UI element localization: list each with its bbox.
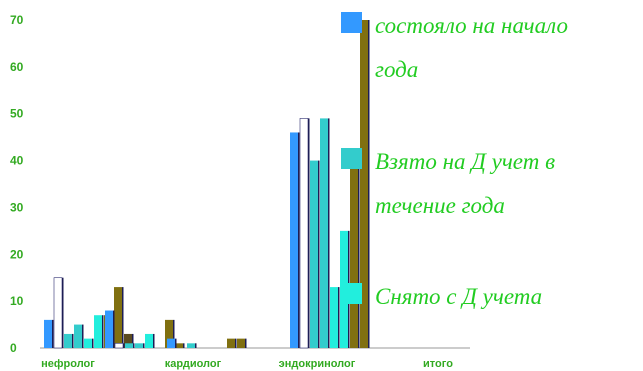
bar — [320, 118, 328, 349]
bar — [175, 343, 183, 348]
bar — [114, 343, 124, 349]
bar — [299, 118, 309, 349]
x-axis-labels: нефролог кардиолог эндокринолог итого — [41, 358, 453, 370]
bar — [125, 343, 133, 348]
x-category-label: итого — [423, 358, 453, 370]
bar — [290, 132, 298, 348]
bar-edge — [143, 343, 145, 348]
y-tick-label: 60 — [10, 60, 24, 74]
y-tick-label: 30 — [10, 200, 24, 214]
legend-swatch — [341, 12, 362, 33]
x-category-label: нефролог — [41, 358, 95, 370]
bar — [227, 338, 235, 348]
bar-edge — [328, 118, 330, 349]
legend-swatch — [341, 148, 362, 169]
bar-edge — [132, 333, 134, 348]
bar — [94, 315, 102, 348]
bar-edge — [123, 343, 125, 348]
bar-edge — [122, 287, 124, 348]
bar — [53, 277, 63, 349]
bar-edge — [338, 287, 340, 348]
y-tick-label: 70 — [10, 13, 24, 27]
bar-edge — [173, 319, 175, 348]
legend-label: течение года — [375, 193, 505, 218]
bar — [44, 319, 52, 348]
legend-swatch — [341, 283, 362, 304]
bar — [165, 319, 173, 348]
y-tick-label: 0 — [10, 341, 17, 355]
bar-edge — [92, 338, 94, 348]
bar — [105, 310, 113, 348]
bar-edge — [72, 333, 74, 348]
bar-edge — [245, 338, 247, 348]
y-tick-label: 20 — [10, 247, 24, 261]
y-tick-label: 10 — [10, 294, 24, 308]
bar — [64, 333, 72, 348]
bar-edge — [113, 310, 115, 348]
bar-edge — [133, 343, 135, 348]
legend-label: Взято на Д учет в — [375, 149, 555, 174]
y-tick-label: 50 — [10, 107, 24, 121]
bar-edge — [175, 338, 177, 348]
legend-label: года — [375, 57, 418, 82]
bar — [330, 287, 338, 348]
bar — [135, 343, 143, 348]
bar — [310, 160, 318, 348]
y-axis-ticks: 0 10 20 30 40 50 60 70 — [10, 13, 24, 355]
bar-edge — [62, 277, 64, 348]
legend-label: состояло на начало — [375, 13, 568, 38]
bar — [350, 160, 358, 348]
bar-edge — [153, 333, 155, 348]
legend: состояло на начало года Взято на Д учет в т… — [341, 12, 568, 309]
bar — [74, 324, 82, 348]
bar-edge — [102, 315, 104, 348]
x-category-label: кардиолог — [165, 358, 222, 370]
bar-edge — [235, 338, 237, 348]
legend-label: Снято с Д учета — [375, 284, 542, 309]
bar-edge — [82, 324, 84, 348]
bar-edge — [368, 20, 370, 348]
bar — [237, 338, 245, 348]
bar — [124, 333, 132, 348]
bar — [360, 20, 368, 348]
bar — [167, 338, 175, 348]
bar — [187, 343, 195, 348]
bar-edge — [195, 343, 197, 348]
bar-edge — [318, 160, 320, 348]
bar — [114, 287, 122, 348]
bar-edge — [308, 118, 310, 349]
bar-edge — [298, 132, 300, 348]
bar-edge — [52, 319, 54, 348]
bar — [145, 333, 153, 348]
bar-edge — [183, 343, 185, 348]
y-tick-label: 40 — [10, 154, 24, 168]
x-category-label: эндокринолог — [279, 358, 356, 370]
bar — [84, 338, 92, 348]
bar-edge — [358, 160, 360, 348]
